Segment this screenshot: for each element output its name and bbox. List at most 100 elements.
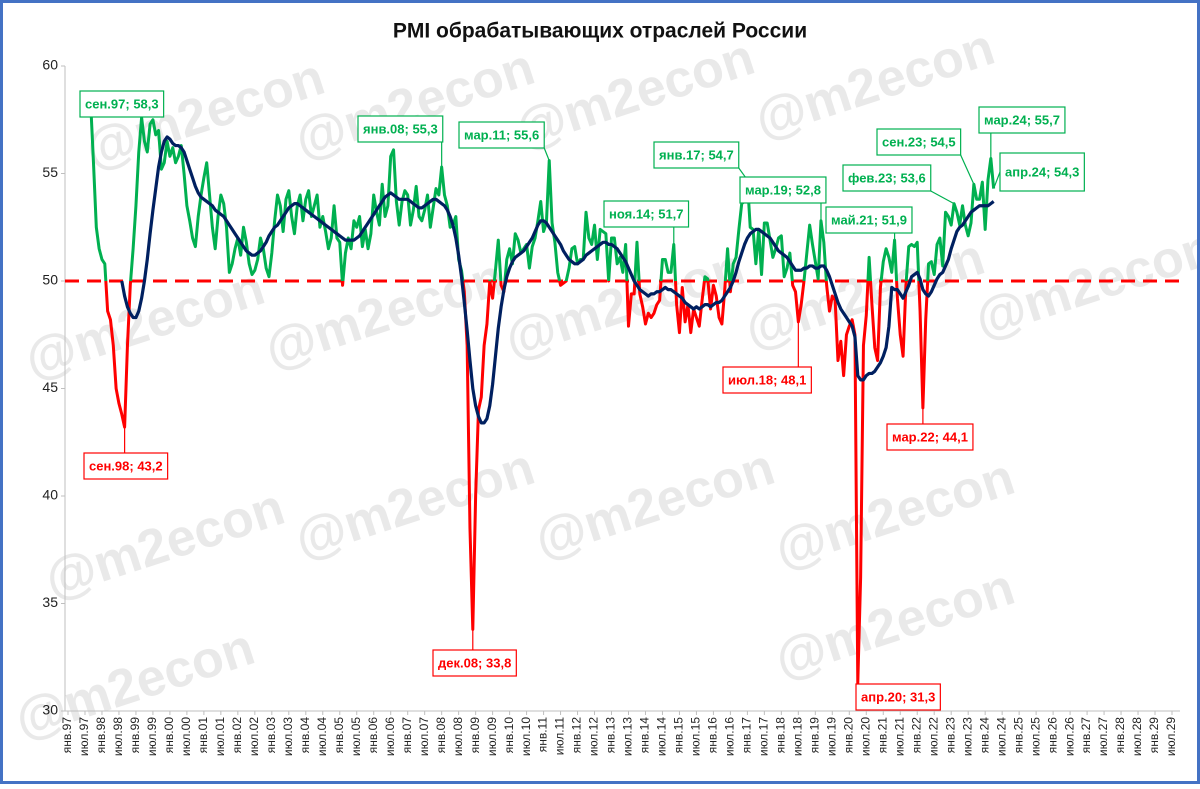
- x-tick-label: янв.06: [366, 717, 380, 754]
- annotation-leader: [960, 154, 975, 185]
- annotation-box: [842, 164, 932, 192]
- annotation-label: сен.98; 43,2: [89, 458, 163, 473]
- annotation-box: [876, 128, 962, 156]
- x-tick-label: янв.13: [604, 717, 618, 754]
- x-tick-label: янв.27: [1079, 717, 1093, 754]
- y-tick-label: 30: [42, 702, 58, 718]
- x-tick-label: июл.03: [281, 717, 295, 756]
- x-tick-label: июл.00: [179, 717, 193, 756]
- x-tick-label: июл.12: [587, 717, 601, 756]
- x-tick-label: июл.08: [451, 717, 465, 756]
- x-tick-label: янв.05: [332, 717, 346, 754]
- x-tick-label: янв.29: [1147, 717, 1161, 754]
- x-tick-label: янв.97: [60, 717, 74, 754]
- annotation-box: [999, 152, 1085, 192]
- x-tick-label: янв.02: [230, 717, 244, 754]
- annotation-box: [458, 121, 545, 149]
- x-tick-label: июл.97: [77, 717, 91, 756]
- annotation-box: [825, 206, 913, 234]
- x-tick-label: янв.00: [162, 717, 176, 754]
- x-tick-label: янв.23: [943, 717, 957, 754]
- annotation-label: сен.97; 58,3: [85, 96, 159, 111]
- x-tick-label: июл.11: [553, 717, 567, 756]
- x-tick-label: июл.98: [111, 717, 125, 756]
- y-tick-label: 45: [42, 379, 58, 395]
- y-tick-label: 60: [42, 57, 58, 73]
- annotation-label: фев.23; 53,6: [848, 170, 926, 185]
- x-tick-label: янв.20: [841, 717, 855, 754]
- annotation-box: [432, 649, 517, 677]
- annotation-box: [978, 106, 1066, 134]
- pmi-line: [89, 102, 996, 685]
- annotation-box: [83, 452, 169, 480]
- annotation-label: апр.20; 31,3: [861, 689, 935, 704]
- x-tick-label: июл.05: [349, 717, 363, 756]
- x-tick-label: июл.21: [892, 717, 906, 756]
- x-tick-label: янв.11: [536, 717, 550, 753]
- x-tick-label: июл.29: [1164, 717, 1178, 756]
- y-tick-label: 50: [42, 272, 58, 288]
- x-tick-label: июл.25: [1028, 717, 1042, 756]
- annotation-label: мар.19; 52,8: [745, 182, 821, 197]
- x-tick-label: янв.21: [875, 717, 889, 754]
- annotation-box: [739, 176, 827, 204]
- x-tick-label: янв.98: [94, 717, 108, 754]
- x-tick-label: июл.07: [417, 717, 431, 756]
- x-tick-label: июл.02: [247, 717, 261, 756]
- annotation-label: янв.08; 55,3: [363, 121, 438, 136]
- annotation-label: мар.24; 55,7: [984, 112, 1060, 127]
- x-tick-label: янв.03: [264, 717, 278, 754]
- annotation-box: [79, 90, 165, 118]
- x-tick-label: янв.28: [1113, 717, 1127, 754]
- x-tick-label: июл.14: [655, 717, 669, 756]
- annotation-label: мар.11; 55,6: [464, 127, 539, 142]
- x-tick-label: янв.08: [434, 717, 448, 754]
- annotation-label: сен.23; 54,5: [882, 134, 956, 149]
- x-tick-label: июл.13: [621, 717, 635, 756]
- annotation-box: [357, 115, 444, 143]
- annotation-box: [603, 200, 690, 228]
- annotation-label: ноя.14; 51,7: [609, 206, 684, 221]
- x-tick-label: янв.22: [909, 717, 923, 754]
- annotation-label: апр.24; 54,3: [1005, 164, 1079, 179]
- x-tick-label: июл.09: [485, 717, 499, 756]
- x-tick-label: июл.19: [824, 717, 838, 756]
- chart-title: PMI обрабатывающих отраслей России: [393, 20, 807, 43]
- x-tick-label: янв.16: [706, 717, 720, 754]
- annotation-box: [653, 141, 740, 169]
- x-tick-label: июл.04: [315, 717, 329, 756]
- annotation-leader: [543, 147, 550, 161]
- x-tick-label: янв.25: [1011, 717, 1025, 754]
- x-tick-label: янв.99: [128, 717, 142, 754]
- x-tick-label: янв.26: [1045, 717, 1059, 754]
- x-tick-label: янв.01: [196, 717, 210, 754]
- x-tick-label: июл.26: [1062, 717, 1076, 756]
- x-tick-label: янв.14: [638, 717, 652, 754]
- y-tick-label: 55: [42, 164, 58, 180]
- annotation-label: июл.18; 48,1: [728, 372, 806, 387]
- x-tick-label: янв.10: [502, 717, 516, 754]
- x-tick-label: янв.07: [400, 717, 414, 754]
- y-tick-label: 35: [42, 594, 58, 610]
- annotation-label: мар.22; 44,1: [892, 429, 968, 444]
- annotation-leader: [930, 190, 955, 205]
- annotation-box: [722, 366, 812, 394]
- annotation-label: дек.08; 33,8: [438, 655, 511, 670]
- x-tick-label: июл.06: [383, 717, 397, 756]
- x-tick-label: июл.24: [994, 717, 1008, 756]
- x-tick-label: июл.20: [858, 717, 872, 756]
- x-tick-label: июл.16: [723, 717, 737, 756]
- annotation-leader: [993, 171, 1001, 189]
- x-tick-label: янв.04: [298, 717, 312, 754]
- annotation-label: янв.17; 54,7: [659, 147, 734, 162]
- x-tick-label: июл.15: [689, 717, 703, 756]
- x-tick-label: янв.09: [468, 717, 482, 754]
- x-tick-label: янв.18: [774, 717, 788, 754]
- x-tick-label: янв.12: [570, 717, 584, 754]
- x-tick-label: янв.17: [740, 717, 754, 754]
- x-tick-label: июл.01: [213, 717, 227, 756]
